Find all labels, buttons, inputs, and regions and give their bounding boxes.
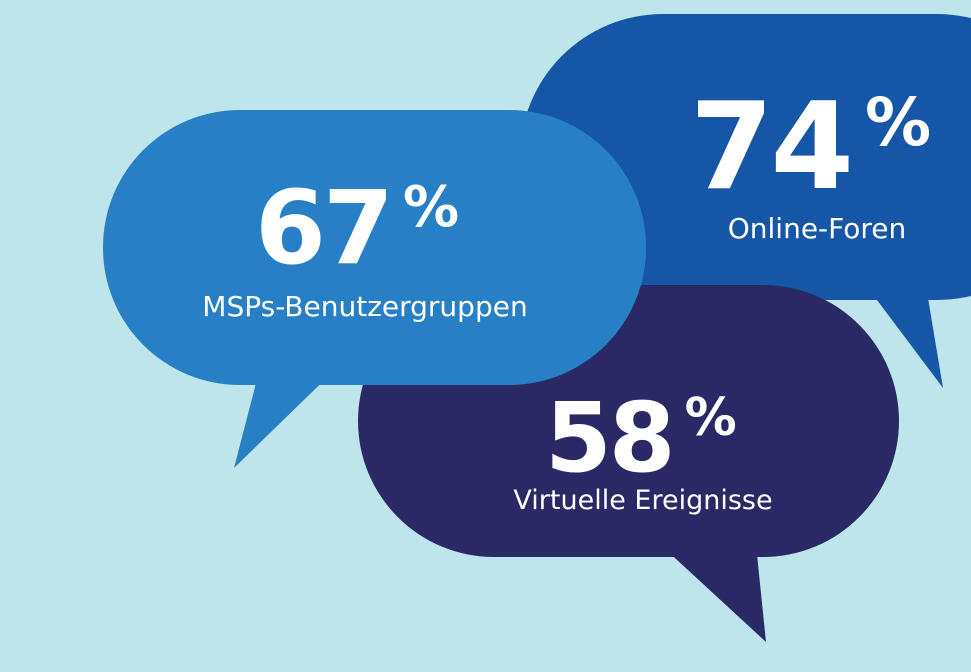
online-foren-label: Online-Foren	[727, 212, 907, 245]
virtuelle-ereignisse-value-group: 58 %	[545, 390, 785, 486]
msps-benutzergruppen-bubble	[103, 110, 646, 468]
online-foren-percent-sign: %	[865, 84, 932, 161]
msps-benutzergruppen-label: MSPs-Benutzergruppen	[202, 290, 528, 323]
msps-benutzergruppen-bubble-body	[103, 110, 646, 385]
online-foren-bubble-tail	[862, 280, 943, 388]
msps-benutzergruppen-value-group: 67 %	[255, 178, 515, 280]
online-foren-value: 74	[690, 78, 854, 217]
virtuelle-ereignisse-percent-sign: %	[684, 388, 737, 448]
virtuelle-ereignisse-label: Virtuelle Ereignisse	[513, 485, 773, 516]
msps-benutzergruppen-bubble-tail	[234, 360, 345, 468]
online-foren-value-group: 74 %	[690, 88, 960, 208]
virtuelle-ereignisse-bubble-tail	[650, 535, 766, 642]
msps-benutzergruppen-percent-sign: %	[402, 175, 460, 240]
virtuelle-ereignisse-value: 58	[545, 382, 676, 494]
msps-benutzergruppen-value: 67	[255, 169, 394, 288]
